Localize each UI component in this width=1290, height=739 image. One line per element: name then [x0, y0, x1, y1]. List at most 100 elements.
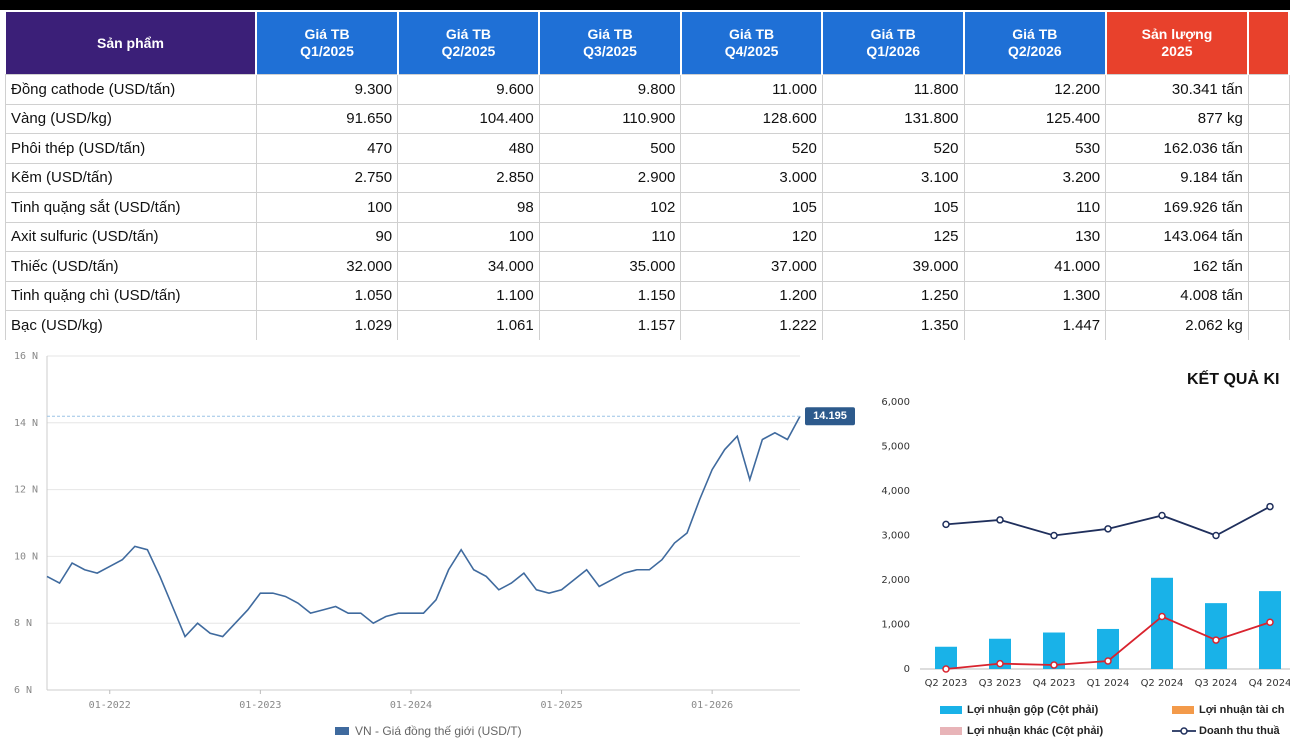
header-cell-cut	[1248, 12, 1290, 75]
table-row: Bạc (USD/kg) 1.029 1.061 1.157 1.222 1.350 1.4…	[5, 310, 1290, 341]
product-cell: Thiếc (USD/tấn)	[5, 251, 257, 282]
line-point	[1158, 511, 1166, 520]
value-cell: 1.222	[680, 310, 823, 341]
value-cell: 520	[821, 133, 965, 164]
line-point	[1104, 657, 1112, 665]
product-cell: Đồng cathode (USD/tấn)	[5, 74, 257, 105]
value-cell: 131.800	[821, 103, 965, 134]
value-cell: 110.900	[538, 103, 682, 134]
y-tick-label: 14 N	[14, 418, 38, 429]
cut-cell	[1247, 280, 1290, 311]
top-bar	[0, 0, 1290, 10]
value-cell: 41.000	[963, 251, 1107, 282]
value-cell: 105	[680, 192, 823, 223]
last-value-label: 14.195	[813, 410, 847, 422]
y-tick-label: 1,000	[881, 620, 910, 631]
line-point	[996, 516, 1004, 524]
chart-background	[0, 340, 1290, 739]
bar	[1205, 603, 1227, 669]
value-cell: 9.184 tấn	[1105, 162, 1249, 193]
cut-cell	[1247, 74, 1290, 105]
value-cell: 162 tấn	[1105, 251, 1249, 282]
line-point	[1104, 525, 1112, 533]
header-cell: Giá TB Q1/2026	[822, 12, 966, 75]
y-tick-label: 10 N	[14, 551, 38, 562]
bar	[1097, 628, 1119, 669]
x-tick-label: Q1 2024	[1087, 678, 1130, 689]
legend-label: Lợi nhuận gộp (Cột phải)	[967, 704, 1099, 716]
line-point	[1158, 612, 1166, 621]
value-cell: 480	[397, 133, 540, 164]
legend-marker	[1180, 727, 1188, 735]
value-cell: 9.800	[538, 74, 682, 105]
product-cell: Tinh quặng sắt (USD/tấn)	[5, 192, 257, 223]
cut-cell	[1247, 133, 1290, 164]
value-cell: 530	[963, 133, 1107, 164]
y-tick-label: 5,000	[881, 442, 910, 453]
value-cell: 120	[680, 221, 823, 252]
value-cell: 3.200	[963, 162, 1107, 193]
value-cell: 90	[255, 221, 399, 252]
cut-cell	[1247, 221, 1290, 252]
product-cell: Tinh quặng chì (USD/tấn)	[5, 280, 257, 311]
cut-cell	[1247, 192, 1290, 223]
cut-cell	[1247, 162, 1290, 193]
header-cell: Giá TB Q2/2025	[397, 12, 541, 75]
value-cell: 1.150	[538, 280, 682, 311]
value-cell: 4.008 tấn	[1105, 280, 1249, 311]
y-tick-label: 4,000	[881, 486, 910, 497]
value-cell: 500	[538, 133, 682, 164]
value-cell: 2.850	[397, 162, 540, 193]
bar	[1151, 577, 1173, 669]
cut-cell	[1247, 251, 1290, 282]
value-cell: 2.750	[255, 162, 399, 193]
line-point	[1266, 502, 1274, 511]
value-cell: 1.157	[538, 310, 682, 341]
legend-swatch	[1172, 706, 1194, 714]
header-cell: Giá TB Q3/2025	[539, 12, 682, 75]
product-cell: Kẽm (USD/tấn)	[5, 162, 257, 193]
cut-cell	[1247, 310, 1290, 341]
bar	[1043, 632, 1065, 669]
table-row: Tinh quặng sắt (USD/tấn) 100 98 102 105 105 11…	[5, 192, 1290, 223]
price-line	[46, 415, 801, 639]
line-point	[1050, 661, 1058, 669]
x-tick-label: Q2 2023	[925, 678, 968, 689]
x-tick-label: 01-2024	[390, 700, 432, 711]
header-cell: Giá TB Q2/2026	[964, 12, 1107, 75]
value-cell: 34.000	[397, 251, 540, 282]
value-cell: 2.062 kg	[1105, 310, 1249, 341]
value-cell: 130	[963, 221, 1107, 252]
value-cell: 35.000	[538, 251, 682, 282]
value-cell: 39.000	[821, 251, 965, 282]
x-tick-label: 01-2025	[540, 700, 582, 711]
x-tick-label: Q4 2023	[1033, 678, 1076, 689]
y-tick-label: 0	[904, 664, 910, 675]
value-cell: 11.800	[821, 74, 965, 105]
table-row: Axit sulfuric (USD/tấn) 90 100 110 120 125 130…	[5, 221, 1290, 252]
value-cell: 1.350	[821, 310, 965, 341]
x-tick-label: 01-2022	[89, 700, 131, 711]
x-tick-label: Q3 2023	[979, 678, 1022, 689]
value-cell: 9.600	[397, 74, 540, 105]
value-cell: 12.200	[963, 74, 1107, 105]
line-point	[996, 659, 1004, 668]
value-cell: 1.447	[963, 310, 1107, 341]
header-cell: Giá TB Q4/2025	[680, 12, 824, 75]
value-cell: 169.926 tấn	[1105, 192, 1249, 223]
y-tick-label: 16 N	[14, 351, 38, 362]
line-point	[1050, 531, 1058, 540]
table-row: Đồng cathode (USD/tấn) 9.300 9.600 9.800 11.…	[5, 74, 1290, 105]
value-cell: 3.100	[821, 162, 965, 193]
header-cell: Giá TB Q1/2025	[256, 12, 399, 75]
value-cell: 1.061	[397, 310, 540, 341]
header-cell: Sản phẩm	[5, 12, 258, 75]
product-cell: Phôi thép (USD/tấn)	[5, 133, 257, 164]
y-tick-label: 6,000	[881, 397, 910, 408]
value-cell: 1.250	[821, 280, 965, 311]
legend-swatch	[940, 727, 962, 735]
value-cell: 30.341 tấn	[1105, 74, 1249, 105]
value-cell: 104.400	[397, 103, 540, 134]
cut-cell	[1247, 103, 1290, 134]
product-cell: Axit sulfuric (USD/tấn)	[5, 221, 257, 252]
